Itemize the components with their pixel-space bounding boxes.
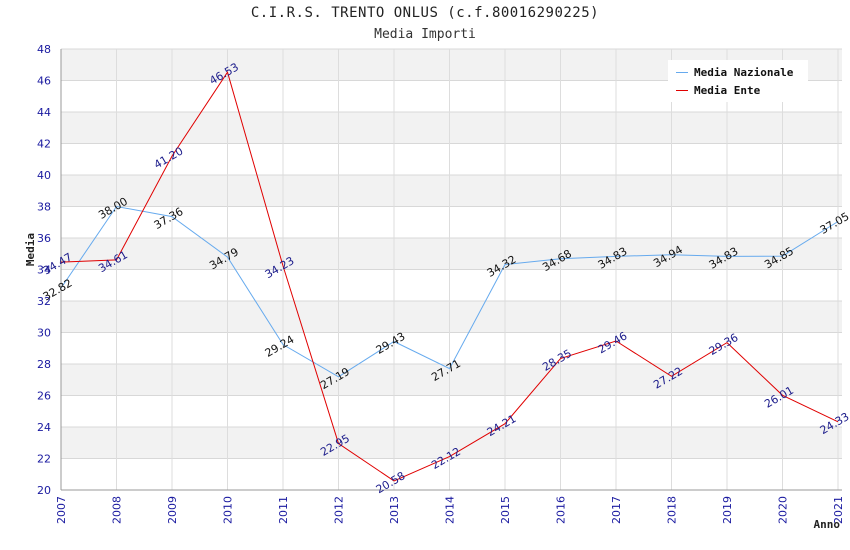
y-tick-label: 36 — [37, 232, 51, 245]
y-tick-label: 24 — [37, 421, 51, 434]
x-tick-label: 2020 — [777, 496, 790, 524]
series-line-nazionale — [60, 205, 839, 378]
x-tick-label: 2010 — [222, 496, 235, 524]
x-tick-label: 2021 — [832, 496, 845, 524]
x-tick-label: 2009 — [166, 496, 179, 524]
grid-bands — [61, 49, 842, 459]
x-tick-label: 2016 — [555, 496, 568, 524]
y-tick-label: 44 — [37, 106, 51, 119]
chart-title: C.I.R.S. TRENTO ONLUS (c.f.80016290225) — [250, 5, 600, 21]
data-label-nazionale: 29.43 — [374, 330, 408, 357]
grid-band — [61, 427, 842, 459]
data-label-ente: 41.20 — [152, 144, 186, 171]
y-tick-label: 40 — [37, 169, 51, 182]
x-tick-labels: 2007 2008 2009 2010 2011 2012 2013 2014 2015 2016… — [55, 496, 845, 524]
y-tick-label: 30 — [37, 327, 51, 340]
y-tick-label: 26 — [37, 390, 51, 403]
grid-band — [61, 301, 842, 333]
x-tick-label: 2019 — [721, 496, 734, 524]
y-tick-label: 42 — [37, 138, 51, 151]
x-tick-label: 2013 — [388, 496, 401, 524]
data-label-nazionale: 29.24 — [263, 333, 297, 360]
data-label-ente: 29.36 — [707, 331, 741, 358]
x-tick-label: 2012 — [333, 496, 346, 524]
legend-label-ente: Media Ente — [694, 83, 761, 97]
y-tick-label: 38 — [37, 201, 51, 214]
x-tick-label: 2018 — [666, 496, 679, 524]
x-tick-label: 2017 — [610, 496, 623, 524]
x-tick-label: 2007 — [55, 496, 68, 524]
grid-band — [61, 238, 842, 270]
grid-band — [61, 364, 842, 396]
y-tick-labels: 20 22 24 26 28 30 32 34 36 38 40 42 44 46 48 — [37, 43, 51, 497]
legend-swatch-ente — [676, 89, 688, 91]
data-label-nazionale: 37.05 — [818, 210, 850, 237]
grid-band — [61, 175, 842, 207]
legend-item-ente: Media Ente — [676, 83, 760, 97]
x-tick-label: 2015 — [499, 496, 512, 524]
y-tick-label: 48 — [37, 43, 51, 56]
x-axis-label: Anno — [814, 518, 841, 531]
y-tick-label: 46 — [37, 75, 51, 88]
grid-band — [61, 112, 842, 144]
y-tick-label: 22 — [37, 453, 51, 466]
series-lines — [60, 71, 839, 482]
data-label-ente: 29.46 — [596, 329, 630, 356]
data-label-ente: 34.47 — [41, 250, 75, 277]
legend-swatch-nazionale — [676, 71, 688, 73]
legend: Media Nazionale Media Ente — [668, 60, 808, 102]
series-line-ente — [60, 71, 839, 482]
data-label-nazionale: 32.82 — [41, 276, 75, 303]
axes — [60, 49, 842, 491]
data-label-ente: 20.58 — [374, 469, 408, 496]
y-tick-label: 34 — [37, 264, 51, 277]
x-tick-label: 2011 — [277, 496, 290, 524]
legend-label-nazionale: Media Nazionale — [694, 65, 794, 79]
y-tick-label: 32 — [37, 295, 51, 308]
y-tick-label: 28 — [37, 358, 51, 371]
x-tick-label: 2008 — [111, 496, 124, 524]
y-axis-label: Media — [24, 233, 37, 266]
y-tick-label: 20 — [37, 484, 51, 497]
data-label-nazionale: 37.36 — [152, 205, 186, 232]
legend-item-nazionale: Media Nazionale — [676, 65, 793, 79]
chart-subtitle: Media Importi — [374, 27, 476, 42]
x-tick-label: 2014 — [444, 496, 457, 524]
